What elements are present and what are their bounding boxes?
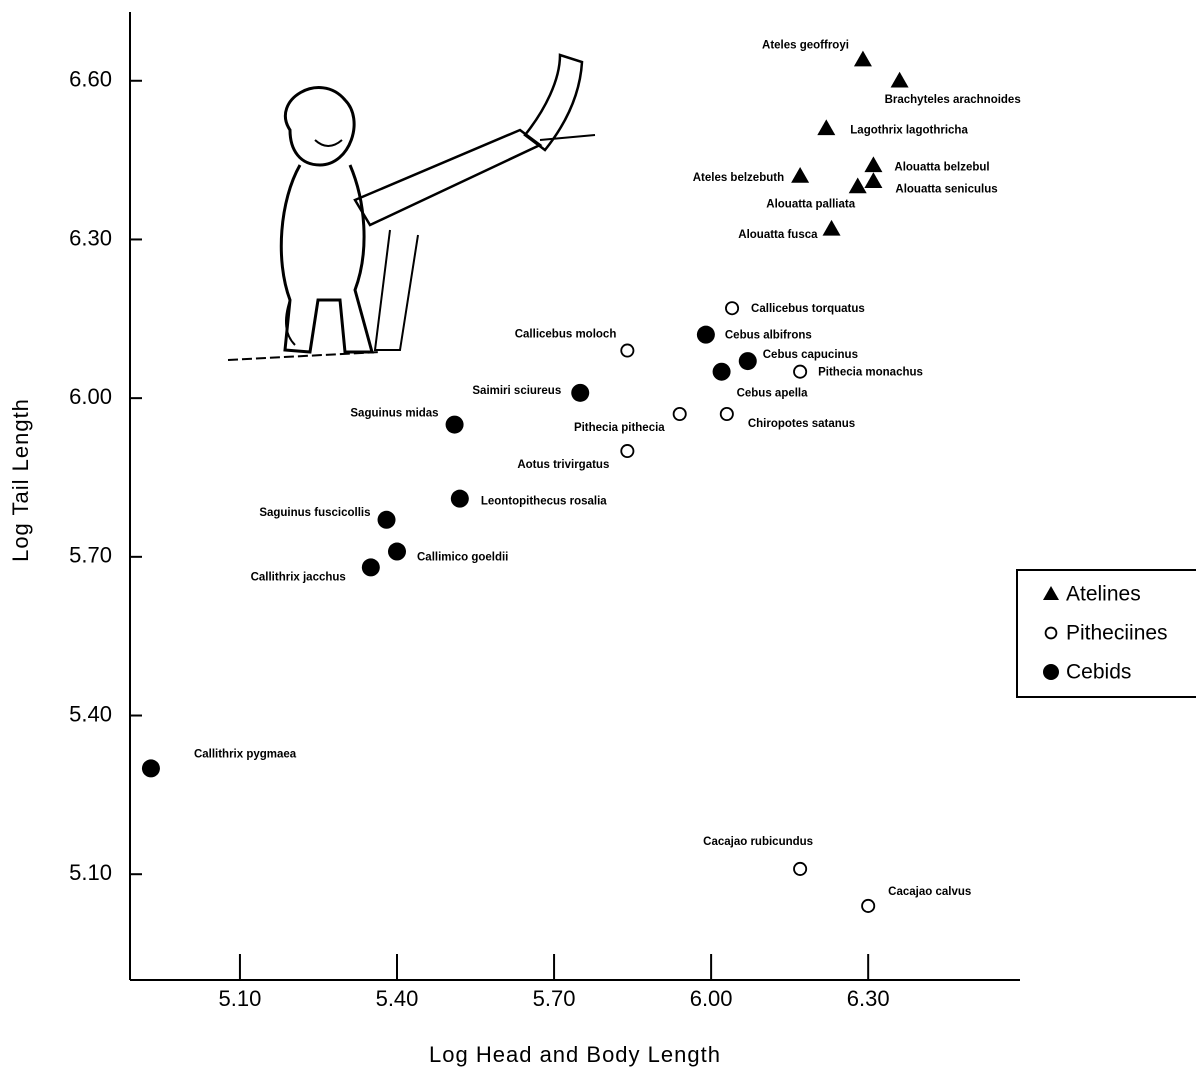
x-tick-label: 5.40 — [376, 986, 419, 1011]
y-tick-label: 5.40 — [69, 701, 112, 726]
point-label: Callithrix jacchus — [251, 571, 346, 583]
x-tick-label: 5.70 — [533, 986, 576, 1011]
point-label: Alouatta palliata — [766, 199, 855, 211]
open-circle-marker — [794, 366, 806, 378]
point-label: Pithecia monachus — [818, 367, 923, 379]
triangle-marker — [864, 172, 882, 188]
point-label: Pithecia pithecia — [574, 422, 665, 434]
circle-marker — [451, 490, 469, 508]
point-label: Saguinus fuscicollis — [259, 507, 370, 519]
triangle-marker — [817, 119, 835, 135]
point-label: Ateles belzebuth — [693, 172, 784, 184]
point-label: Alouatta fusca — [738, 229, 818, 241]
circle-marker — [571, 384, 589, 402]
triangle-marker — [823, 220, 841, 236]
chart: Atelines Pitheciines Cebids Log Head and B… — [0, 0, 1196, 1068]
point-label: Cebus albifrons — [725, 330, 812, 342]
open-circle-marker — [721, 408, 733, 420]
illustration — [228, 55, 595, 360]
legend-label: Pitheciines — [1066, 622, 1168, 645]
circle-marker — [1043, 664, 1059, 680]
y-axis-title: Log Tail Length — [8, 398, 33, 562]
point-label: Callithrix pygmaea — [194, 748, 297, 760]
legend-label: Cebids — [1066, 661, 1131, 684]
point-label: Aotus trivirgatus — [517, 459, 609, 471]
series: Cebus albifrons Cebus capucinus Cebus apel… — [142, 326, 858, 778]
open-circle-marker — [674, 408, 686, 420]
y-tick-label: 6.60 — [69, 67, 112, 92]
y-tick-label: 6.00 — [69, 384, 112, 409]
x-tick-label: 6.30 — [847, 986, 890, 1011]
triangle-marker — [791, 167, 809, 183]
point-label: Chiropotes satanus — [748, 418, 855, 430]
triangle-marker — [849, 178, 867, 194]
legend-label: Atelines — [1066, 583, 1141, 606]
open-circle-marker — [726, 302, 738, 314]
point-label: Alouatta seniculus — [895, 183, 997, 195]
point-label: Callicebus torquatus — [751, 303, 865, 315]
point-label: Cacajao rubicundus — [703, 836, 813, 848]
circle-marker — [739, 352, 757, 370]
point-label: Alouatta belzebul — [894, 161, 989, 173]
point-label: Saguinus midas — [350, 408, 438, 420]
open-circle-marker — [794, 863, 806, 875]
circle-marker — [446, 416, 464, 434]
point-label: Brachyteles arachnoides — [885, 94, 1021, 106]
circle-marker — [378, 511, 396, 529]
point-label: Ateles geoffroyi — [762, 40, 849, 52]
point-label: Leontopithecus rosalia — [481, 496, 607, 508]
triangle-marker — [891, 72, 909, 88]
circle-marker — [362, 558, 380, 576]
circle-marker — [142, 759, 160, 777]
open-circle-marker — [1046, 628, 1057, 639]
y-tick-label: 5.70 — [69, 543, 112, 568]
y-tick-label: 5.10 — [69, 860, 112, 885]
circle-marker — [388, 543, 406, 561]
point-label: Saimiri sciureus — [472, 385, 561, 397]
point-label: Lagothrix lagothricha — [850, 124, 968, 136]
triangle-marker — [854, 51, 872, 67]
point-label: Cebus capucinus — [763, 349, 858, 361]
open-circle-marker — [862, 900, 874, 912]
x-tick-label: 6.00 — [690, 986, 733, 1011]
y-tick-label: 6.30 — [69, 225, 112, 250]
x-tick-label: 5.10 — [219, 986, 262, 1011]
triangle-marker — [864, 156, 882, 172]
circle-marker — [713, 363, 731, 381]
x-axis-title: Log Head and Body Length — [429, 1042, 721, 1067]
point-label: Cebus apella — [737, 388, 809, 400]
point-label: Callimico goeldii — [417, 552, 508, 564]
circle-marker — [697, 326, 715, 344]
legend: Atelines Pitheciines Cebids — [1017, 570, 1196, 697]
series: Ateles geoffroyi Brachyteles arachnoides L… — [693, 40, 1021, 241]
open-circle-marker — [621, 344, 633, 356]
point-label: Callicebus moloch — [515, 329, 617, 341]
point-label: Cacajao calvus — [888, 886, 971, 898]
open-circle-marker — [621, 445, 633, 457]
